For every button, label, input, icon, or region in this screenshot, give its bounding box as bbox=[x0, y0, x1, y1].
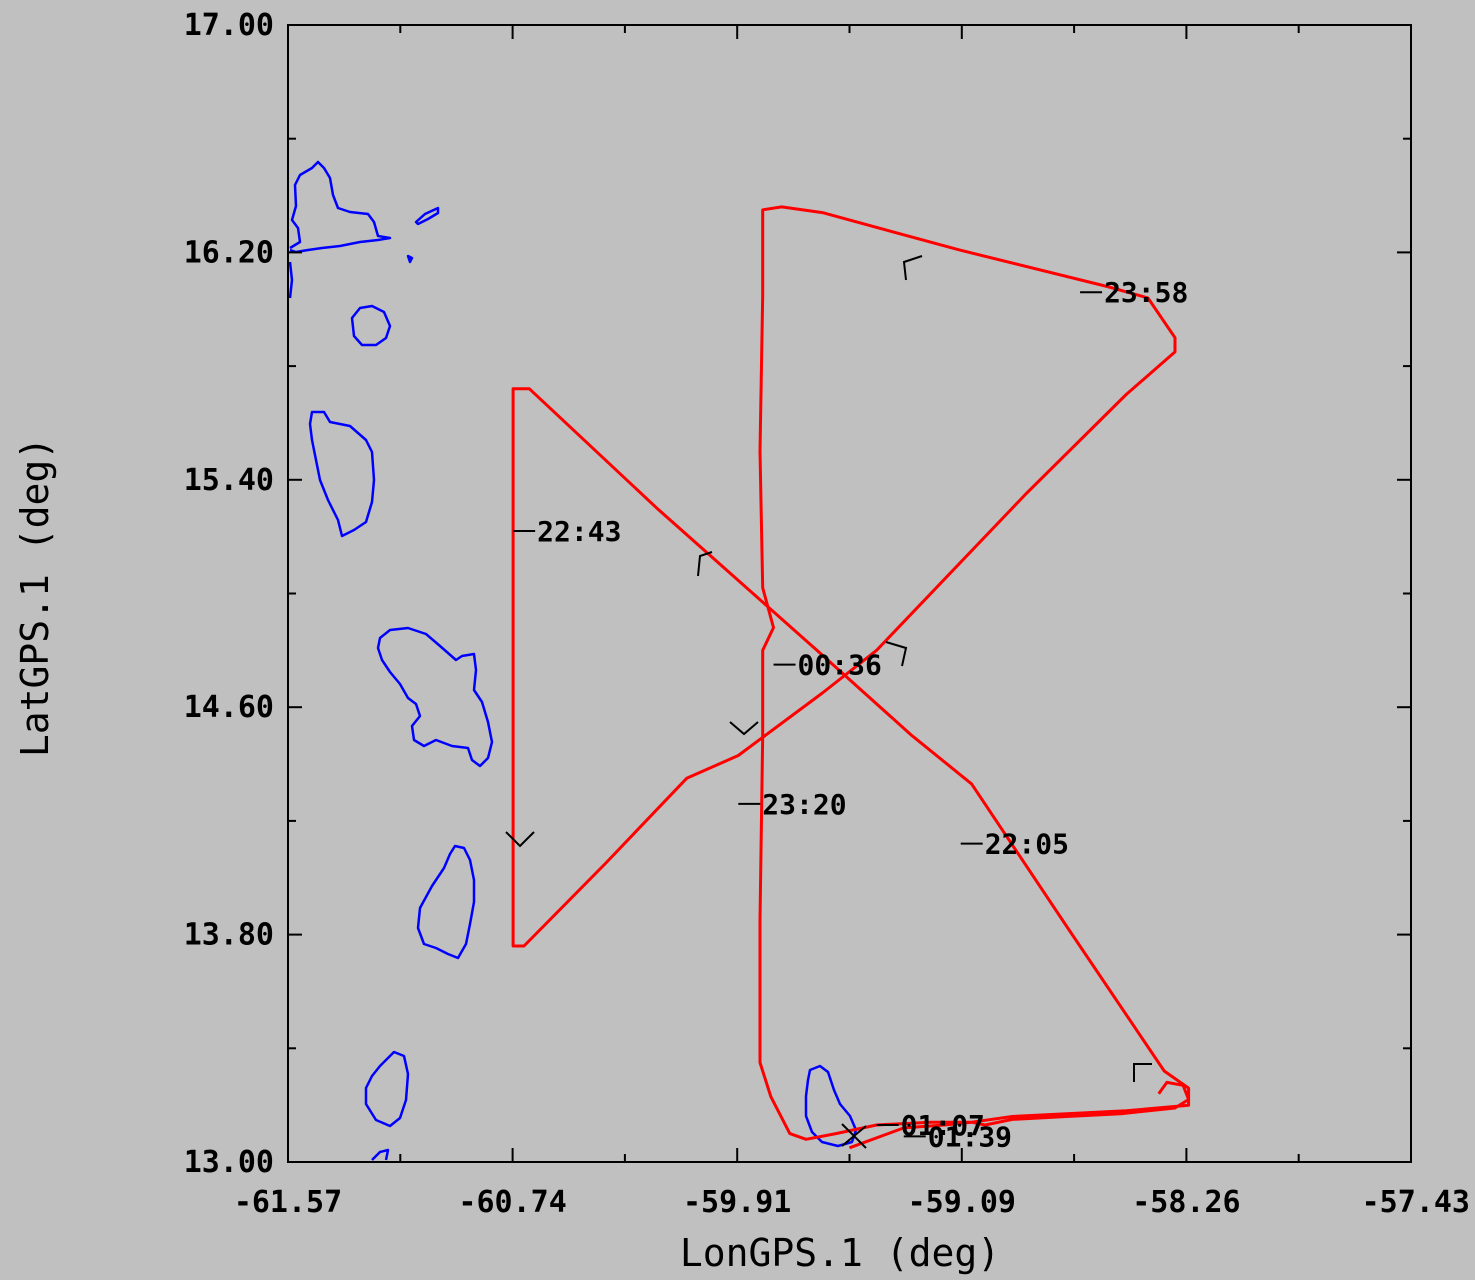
coastline-saint-lucia bbox=[416, 844, 476, 960]
y-tick-label: 16.20 bbox=[184, 235, 274, 270]
flight-track-line bbox=[511, 205, 1191, 1150]
direction-arrows bbox=[505, 255, 1152, 1149]
y-tick-label: 13.00 bbox=[184, 1145, 274, 1180]
direction-arrow-icon bbox=[1133, 1063, 1152, 1082]
coastline-west-edge bbox=[288, 261, 294, 299]
y-tick-label: 14.60 bbox=[184, 690, 274, 725]
y-tick-label: 17.00 bbox=[184, 8, 274, 43]
coastlines bbox=[288, 160, 858, 1161]
time-label: 00:36 bbox=[798, 649, 882, 682]
coastline-small-islet bbox=[406, 254, 414, 264]
coastline-martinique bbox=[376, 626, 494, 768]
coastline-dominica bbox=[308, 410, 376, 538]
y-tick-label: 15.40 bbox=[184, 463, 274, 498]
direction-arrow-icon bbox=[729, 721, 759, 736]
x-tick-label: -57.43 bbox=[1362, 1185, 1470, 1220]
time-label: 22:05 bbox=[985, 828, 1069, 861]
x-tick-label: -59.91 bbox=[683, 1185, 791, 1220]
x-tick-label: -59.09 bbox=[908, 1185, 1016, 1220]
time-label: 23:58 bbox=[1104, 276, 1188, 309]
x-tick-label: -61.57 bbox=[234, 1185, 342, 1220]
time-label: 23:20 bbox=[762, 788, 846, 821]
coastline-bequia bbox=[371, 1148, 390, 1161]
coastline-barbados bbox=[804, 1064, 858, 1148]
direction-arrow-icon bbox=[841, 1123, 867, 1149]
x-tick-label: -60.74 bbox=[458, 1185, 566, 1220]
coastline-guadeloupe bbox=[289, 160, 392, 254]
direction-arrow-icon bbox=[885, 641, 908, 667]
coastline-saint-vincent bbox=[364, 1050, 410, 1128]
time-label: 01:39 bbox=[928, 1120, 1012, 1153]
direction-arrow-icon bbox=[902, 255, 923, 281]
direction-arrow-icon bbox=[697, 551, 713, 577]
coastline-marie-galante bbox=[350, 304, 392, 347]
time-label: 22:43 bbox=[537, 515, 621, 548]
axis-ticks: -61.57 -60.74 -59.91 -59.09 -58.26 -57.43 13.0… bbox=[184, 8, 1470, 1220]
x-axis-label: LonGPS.1 (deg) bbox=[680, 1231, 1000, 1275]
coastline-guadeloupe-islet bbox=[414, 206, 440, 226]
x-tick-label: -58.26 bbox=[1132, 1185, 1240, 1220]
plot-frame bbox=[287, 24, 1412, 1163]
y-axis-label: LatGPS.1 (deg) bbox=[13, 437, 57, 757]
y-tick-label: 13.80 bbox=[184, 918, 274, 953]
direction-arrow-icon bbox=[505, 831, 535, 848]
